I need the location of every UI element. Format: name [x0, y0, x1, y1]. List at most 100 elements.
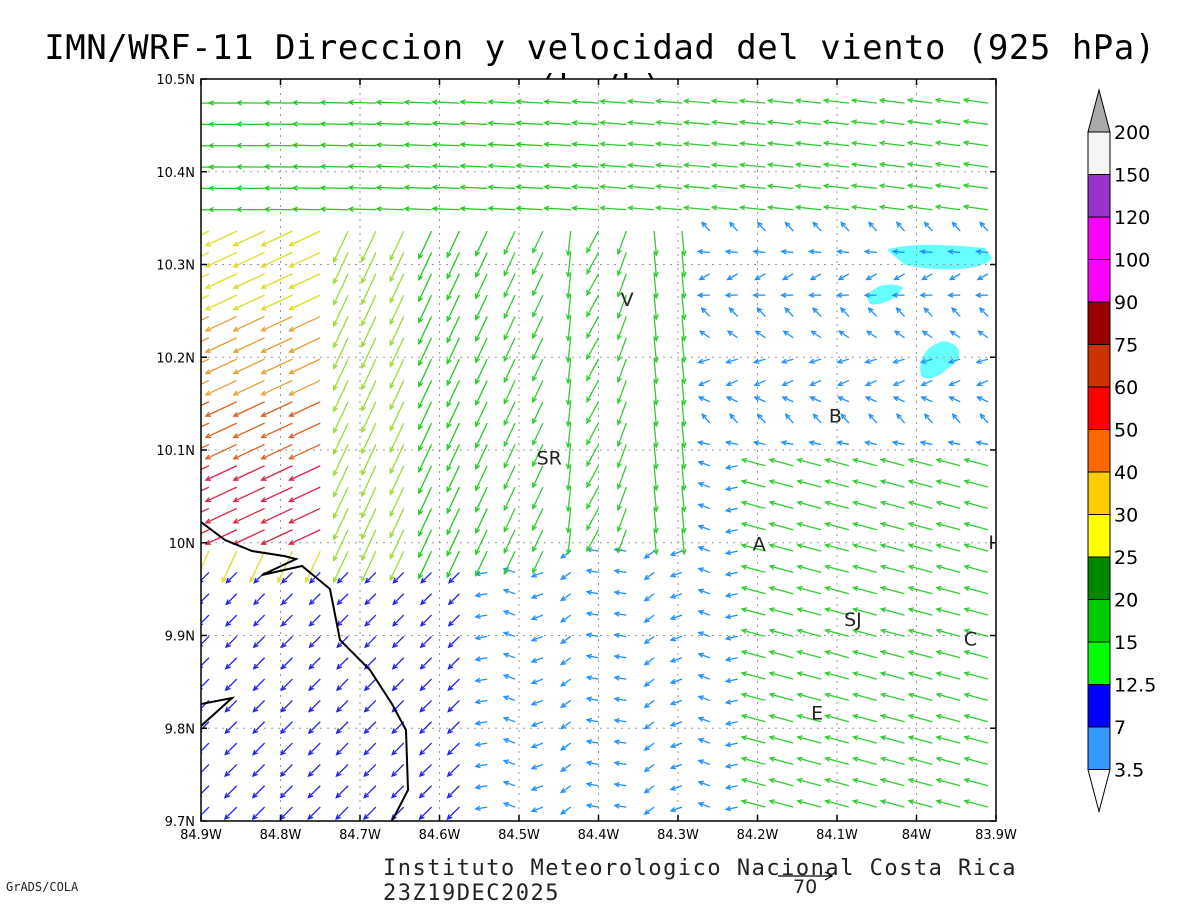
- colorbar-top-triangle: [1088, 90, 1110, 132]
- lon-tick-label: 84.8W: [260, 828, 302, 843]
- wind-arrow-head: [181, 122, 186, 126]
- colorbar-segment: [1088, 345, 1110, 388]
- colorbar-label: 3.5: [1114, 760, 1144, 782]
- colorbar: 3.5 7 12.5 15 20 25 30 40 50 60 75 90 100 120 150 200: [1088, 90, 1156, 812]
- wind-arrow-head: [178, 327, 183, 331]
- wind-arrow-head: [178, 242, 183, 246]
- colorbar-label: 15: [1114, 632, 1138, 654]
- colorbar-label: 60: [1114, 377, 1138, 399]
- colorbar-segment: [1088, 727, 1110, 770]
- wind-arrow: [293, 209, 320, 210]
- lat-tick-label: 10.1N: [156, 444, 195, 459]
- colorbar-segment: [1088, 472, 1110, 515]
- colorbar-segment: [1088, 387, 1110, 430]
- colorbar-segment: [1088, 430, 1110, 473]
- colorbar-label: 50: [1114, 420, 1138, 442]
- place-label: SR: [537, 447, 562, 469]
- wind-arrow-head: [181, 144, 186, 148]
- wind-arrow: [321, 166, 348, 167]
- lat-tick-label: 9.9N: [165, 630, 195, 645]
- wind-arrow: [349, 124, 376, 125]
- colorbar-segment: [1088, 642, 1110, 685]
- wind-arrow-head: [181, 186, 186, 190]
- wind-arrow: [321, 124, 348, 125]
- colorbar-segment: [1088, 175, 1110, 218]
- lat-tick-label: 10.3N: [156, 259, 195, 274]
- wind-arrow: [349, 145, 376, 146]
- wind-arrow-head: [195, 577, 199, 582]
- wind-arrow-head: [181, 208, 186, 212]
- colorbar-segment: [1088, 217, 1110, 260]
- institution-footer: Instituto Meteorologico Nacional Costa R…: [383, 856, 1200, 906]
- colorbar-label: 20: [1114, 590, 1138, 612]
- colorbar-segment: [1088, 302, 1110, 345]
- lon-tick-label: 84.4W: [578, 828, 620, 843]
- place-label: A: [753, 534, 766, 556]
- colorbar-label: 75: [1114, 335, 1138, 357]
- place-label: I: [988, 532, 994, 554]
- lon-tick-label: 84.7W: [339, 828, 381, 843]
- place-label: SJ: [844, 609, 862, 631]
- place-label: B: [829, 406, 842, 428]
- wind-arrow: [321, 188, 348, 189]
- lat-tick-label: 10.2N: [156, 351, 195, 366]
- colorbar-segment: [1088, 600, 1110, 643]
- wind-arrow-head: [178, 391, 183, 395]
- place-label: V: [621, 289, 634, 311]
- wind-arrow: [321, 209, 348, 210]
- wind-arrow: [293, 124, 320, 125]
- colorbar-label: 25: [1114, 547, 1138, 569]
- lon-tick-label: 84.1W: [816, 828, 858, 843]
- lat-tick-label: 9.8N: [165, 722, 195, 737]
- wind-arrow: [321, 145, 348, 146]
- colorbar-segment: [1088, 515, 1110, 558]
- wind-arrow-head: [178, 476, 183, 480]
- wind-arrow: [321, 102, 348, 103]
- colorbar-segment: [1088, 260, 1110, 303]
- lon-tick-label: 84.5W: [498, 828, 540, 843]
- place-label: C: [964, 628, 977, 650]
- colorbar-label: 12.5: [1114, 675, 1156, 697]
- colorbar-label: 40: [1114, 462, 1138, 484]
- wind-arrow: [293, 145, 320, 146]
- lat-tick-label: 10N: [169, 537, 195, 552]
- colorbar-bottom-triangle: [1088, 770, 1110, 812]
- wind-arrow-head: [178, 306, 183, 310]
- lat-tick-label: 10.4N: [156, 166, 195, 181]
- wind-arrow-head: [178, 284, 183, 288]
- lon-tick-label: 83.9W: [975, 828, 1017, 843]
- colorbar-label: 90: [1114, 292, 1138, 314]
- place-label: E: [811, 702, 823, 724]
- colorbar-label: 30: [1114, 505, 1138, 527]
- lon-tick-label: 84W: [902, 828, 932, 843]
- wind-arrow-head: [178, 519, 183, 523]
- colorbar-segment: [1088, 557, 1110, 600]
- lat-tick-label: 10.5N: [156, 73, 195, 88]
- wind-arrow: [349, 209, 376, 210]
- wind-arrow: [293, 188, 320, 189]
- wind-arrow: [349, 188, 376, 189]
- wind-arrow: [349, 166, 376, 167]
- software-credit: GrADS/COLA: [6, 880, 78, 894]
- lon-tick-label: 84.3W: [657, 828, 699, 843]
- wind-arrow: [293, 167, 320, 168]
- colorbar-label: 7: [1114, 717, 1126, 739]
- wind-arrow-head: [181, 101, 186, 105]
- wind-arrow-head: [178, 412, 183, 416]
- lat-tick-label: 9.7N: [165, 815, 195, 830]
- colorbar-label: 120: [1114, 207, 1150, 229]
- colorbar-label: 100: [1114, 250, 1150, 272]
- wind-arrow: [349, 102, 376, 103]
- lon-tick-label: 84.6W: [419, 828, 461, 843]
- colorbar-label: 150: [1114, 165, 1150, 187]
- wind-arrow-head: [178, 498, 183, 502]
- colorbar-label: 200: [1114, 122, 1150, 144]
- wind-arrow: [293, 103, 320, 104]
- colorbar-segment: [1088, 132, 1110, 175]
- lon-tick-label: 84.2W: [737, 828, 779, 843]
- wind-arrow-head: [178, 434, 183, 438]
- lon-tick-label: 84.9W: [180, 828, 222, 843]
- reference-vector-label: 70: [793, 876, 817, 898]
- wind-arrow-head: [178, 370, 183, 374]
